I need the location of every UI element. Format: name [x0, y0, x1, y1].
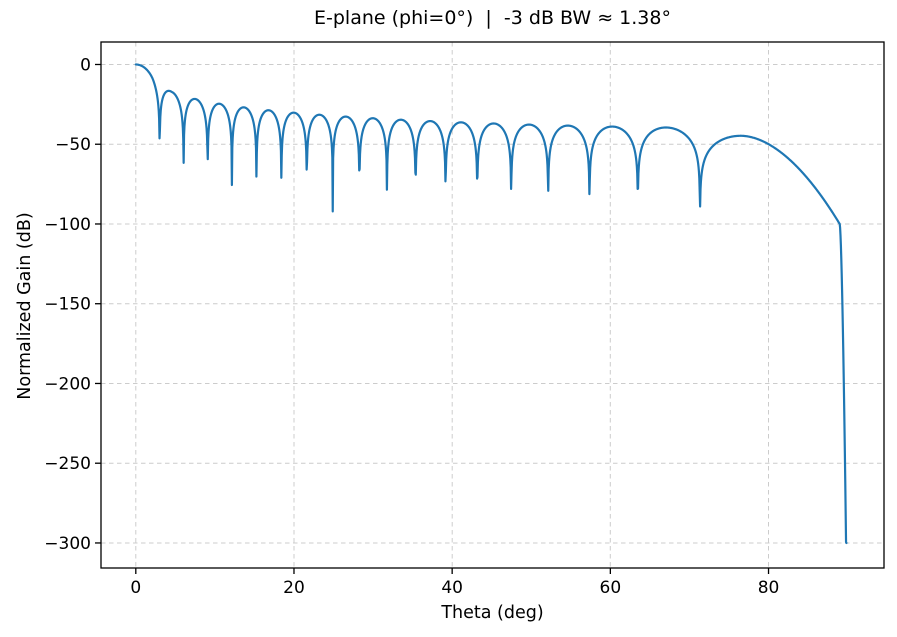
y-axis-label: Normalized Gain (dB)	[15, 212, 35, 400]
x-tick-label: 40	[441, 578, 463, 598]
y-tick-label: −50	[55, 135, 91, 155]
y-tick-label: −250	[44, 454, 91, 474]
x-tick-label: 20	[283, 578, 305, 598]
axis-ticks	[95, 63, 770, 574]
x-tick-label: 60	[600, 578, 622, 598]
y-tick-label: −150	[44, 295, 91, 315]
y-tick-label: −300	[44, 534, 91, 554]
plot-area	[100, 41, 885, 569]
x-axis-label: Theta (deg)	[441, 603, 544, 623]
y-tick-label: −200	[44, 374, 91, 394]
gain-curve	[134, 63, 848, 545]
chart-title: E-plane (phi=0°) | -3 dB BW ≈ 1.38°	[314, 7, 671, 29]
grid-lines	[101, 42, 884, 568]
tick-labels: 0 20 40 60 80 0 −50 −100 −150 −200 −250 −300	[44, 55, 779, 598]
y-tick-label: 0	[80, 55, 91, 75]
x-tick-label: 80	[758, 578, 780, 598]
y-tick-label: −100	[44, 215, 91, 235]
x-tick-label: 0	[130, 578, 141, 598]
